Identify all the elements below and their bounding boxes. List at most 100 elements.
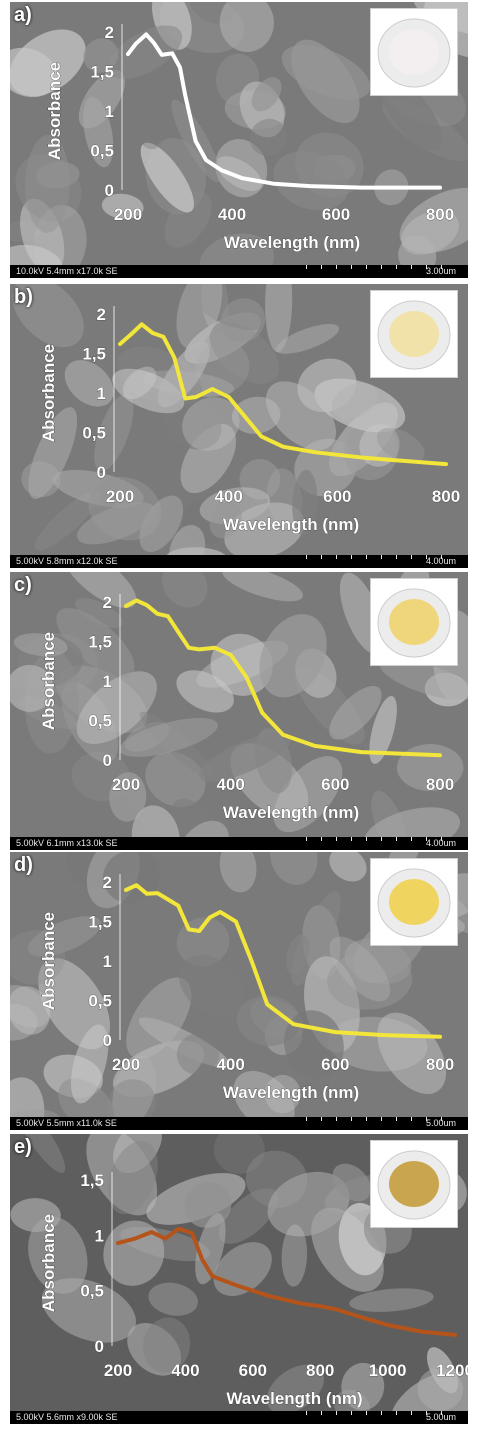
panel-d: d) 0 0,5 1 1,5 2 200 400 600 800 Wavelength (nm) A… <box>10 852 468 1130</box>
sem-particle <box>112 1055 157 1127</box>
x-tick-label: 800 <box>426 775 454 794</box>
sem-particle <box>259 614 327 698</box>
sem-particle <box>233 1070 295 1130</box>
x-tick-label: 400 <box>216 1055 244 1074</box>
x-axis-label: Wavelength (nm) <box>226 1389 362 1408</box>
absorbance-line <box>124 883 442 1039</box>
sem-particle <box>25 134 70 233</box>
panel-label: b) <box>14 286 33 308</box>
panel-e: e) 0 0,5 1 1,5 200 400 600 800 1000 1200 Wavelengt… <box>10 1134 468 1424</box>
sem-particle <box>267 1171 350 1237</box>
sem-particle <box>121 57 168 150</box>
sem-particle <box>28 1216 88 1294</box>
y-tick-label: 0,5 <box>88 712 112 731</box>
sem-particle <box>148 1282 198 1316</box>
y-tick-label: 0,5 <box>88 992 112 1011</box>
sem-particle <box>236 995 301 1046</box>
sem-particle <box>369 696 397 764</box>
sem-particle <box>35 161 80 189</box>
x-tick-label: 200 <box>112 1055 140 1074</box>
panel-label: d) <box>14 854 33 876</box>
sem-particle <box>270 852 318 885</box>
powder-photo <box>370 578 458 666</box>
scale-value: 3.00um <box>425 266 456 276</box>
sem-particle <box>13 633 68 657</box>
y-tick-label: 1,5 <box>90 63 114 82</box>
sem-particle <box>329 852 367 882</box>
sem-particle <box>56 608 135 678</box>
absorbance-chart: 0 0,5 1 1,5 200 400 600 800 1000 1200 Wavelength (… <box>39 1171 468 1409</box>
scale-bar <box>306 1411 456 1415</box>
y-tick-label: 1 <box>103 952 112 971</box>
sem-particle <box>209 321 279 384</box>
sem-particle <box>221 572 304 602</box>
sem-particle <box>281 1224 308 1287</box>
sem-particle <box>107 1079 156 1127</box>
sem-particle <box>329 936 391 1002</box>
scale-bar <box>306 1117 456 1121</box>
x-axis-label: Wavelength (nm) <box>223 515 359 534</box>
sem-particle <box>145 752 206 807</box>
sem-particle <box>140 142 194 213</box>
x-tick-label: 600 <box>323 487 351 506</box>
y-tick-label: 2 <box>103 873 112 892</box>
scale-bar <box>306 265 456 269</box>
y-tick-label: 1 <box>105 102 114 121</box>
sem-footer: 5.00kV 5.6mm x9.00k SE 5.00um <box>10 1411 468 1424</box>
powder-dish <box>377 300 451 370</box>
sem-particle <box>275 324 340 354</box>
absorbance-chart: 0 0,5 1 1,5 2 200 400 600 800 Wavelength (nm) Abso… <box>39 593 455 823</box>
x-tick-label: 1200 <box>436 1361 468 1380</box>
sem-particle <box>376 427 425 464</box>
powder-sample <box>389 1161 439 1207</box>
y-tick-label: 0 <box>95 1337 104 1356</box>
sem-particle <box>157 341 210 408</box>
absorbance-chart: 0 0,5 1 1,5 2 200 400 600 800 Wavelength (nm) Abso… <box>45 23 455 253</box>
sem-footer: 5.00kV 5.5mm x11.0k SE 5.00um <box>10 1117 468 1130</box>
absorbance-line <box>116 1226 457 1337</box>
sem-particle <box>75 598 123 628</box>
sem-particle <box>198 732 292 782</box>
y-tick-label: 0 <box>105 181 114 200</box>
sem-parameters: 10.0kV 5.4mm x17.0k SE <box>16 266 118 276</box>
sem-particle <box>108 25 183 80</box>
y-tick-label: 0 <box>103 1031 112 1050</box>
sem-particle <box>12 284 84 348</box>
sem-parameters: 5.00kV 5.5mm x11.0k SE <box>16 1118 117 1128</box>
sem-particle <box>101 193 144 220</box>
sem-particle <box>209 501 242 539</box>
panel-label: e) <box>14 1136 32 1158</box>
powder-photo <box>370 1140 458 1228</box>
sem-particle <box>327 950 413 1010</box>
sem-particle <box>210 633 273 696</box>
y-axis-label: Absorbance <box>39 632 58 730</box>
sem-particle <box>215 139 268 198</box>
x-tick-label: 600 <box>321 1055 349 1074</box>
y-axis-label: Absorbance <box>39 344 58 442</box>
sem-particle <box>219 852 257 893</box>
sem-parameters: 5.00kV 5.8mm x12.0k SE <box>16 556 118 566</box>
sem-particle <box>273 151 349 211</box>
sem-particle <box>341 1362 385 1411</box>
sem-particle <box>176 670 234 713</box>
y-tick-label: 2 <box>97 305 106 324</box>
sem-particle <box>10 986 51 1035</box>
sem-particle <box>399 187 468 254</box>
y-tick-label: 1,5 <box>80 1171 104 1190</box>
x-axis-label: Wavelength (nm) <box>223 803 359 822</box>
sem-particle <box>124 721 170 752</box>
sem-particle <box>108 1140 158 1215</box>
sem-particle <box>86 1134 158 1216</box>
powder-sample <box>389 311 439 357</box>
sem-particle <box>182 397 240 451</box>
x-tick-label: 200 <box>114 205 142 224</box>
scale-value: 5.00um <box>425 1118 456 1128</box>
sem-particle <box>344 423 399 481</box>
sem-particle <box>55 665 148 734</box>
sem-particle <box>273 756 343 833</box>
sem-particle <box>283 1010 344 1079</box>
sem-particle <box>126 977 192 1060</box>
sem-particle <box>251 77 282 112</box>
sem-particle <box>10 1003 38 1041</box>
sem-particle <box>10 664 54 712</box>
